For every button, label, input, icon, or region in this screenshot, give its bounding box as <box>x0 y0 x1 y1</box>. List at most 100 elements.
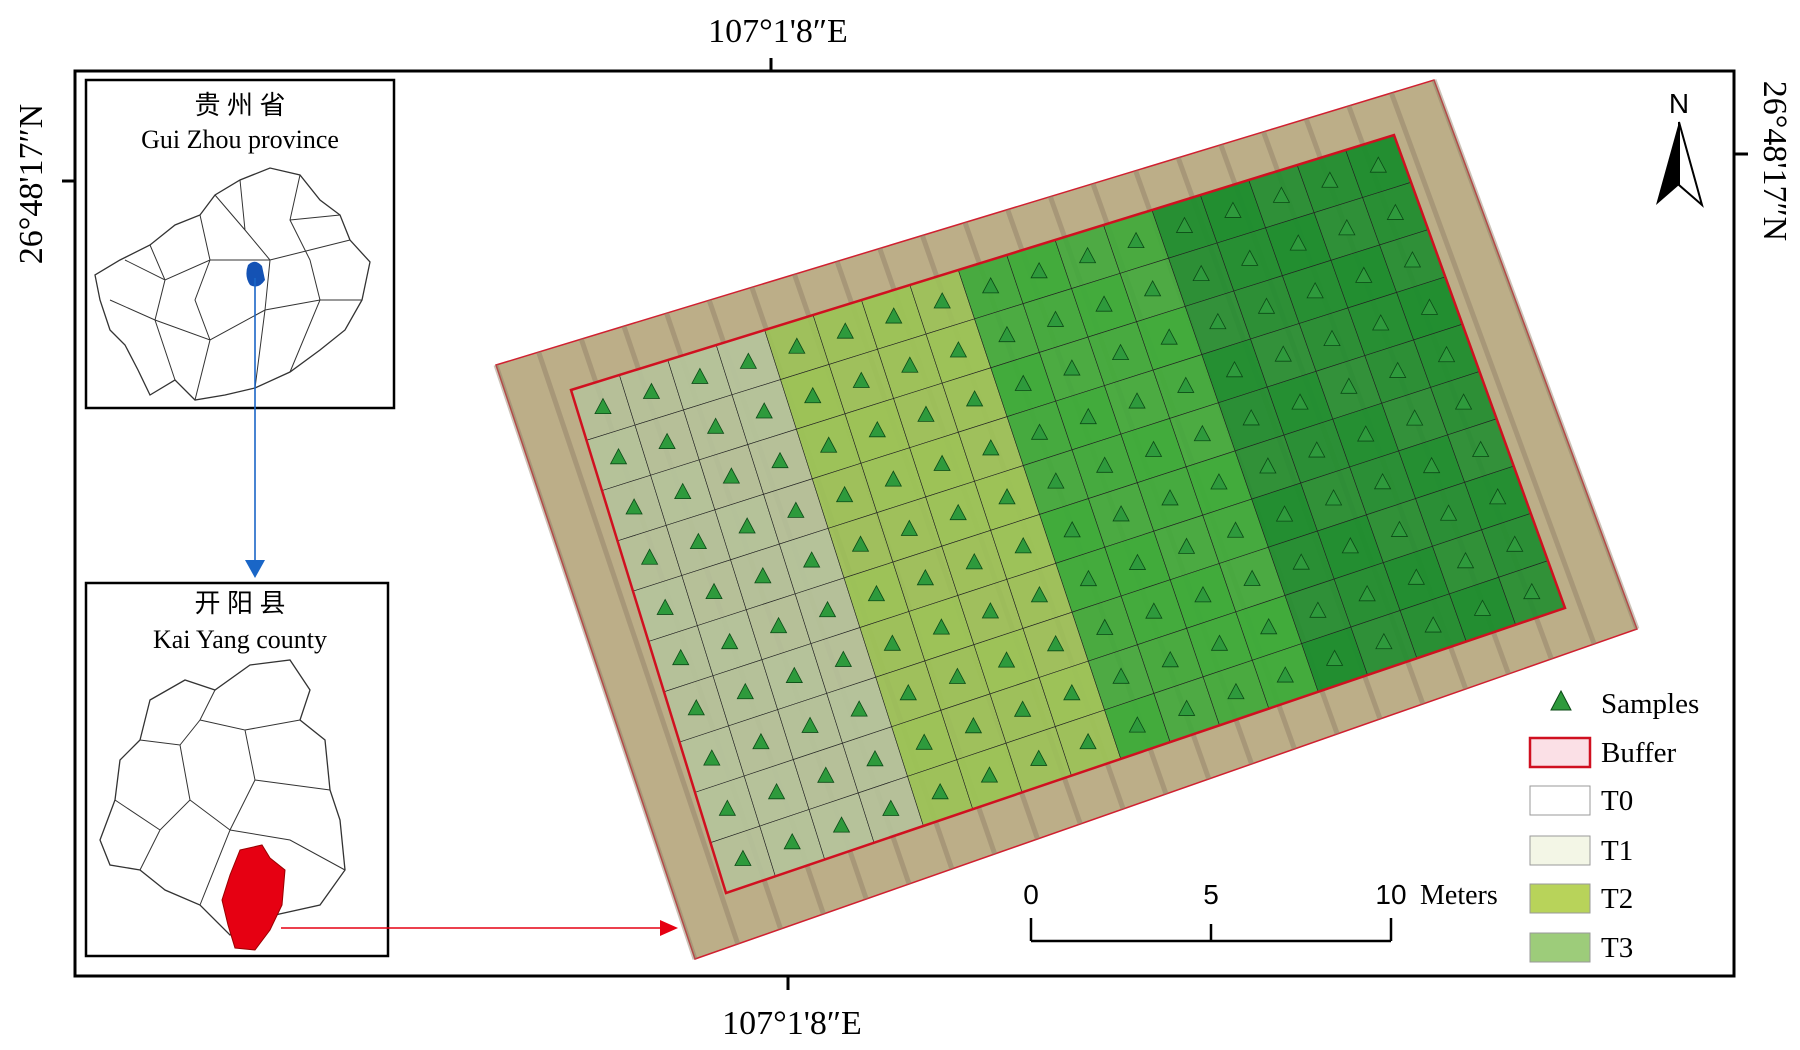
sample-point <box>1407 568 1425 585</box>
sample-point <box>835 485 854 503</box>
sample-point <box>1046 310 1065 327</box>
sample-point <box>1161 650 1179 668</box>
sample-point <box>1390 520 1409 537</box>
sample-point <box>787 501 805 518</box>
crop-row <box>1389 92 1597 645</box>
arrow-head <box>660 920 678 936</box>
sample-point <box>1471 440 1490 457</box>
province-outline <box>94 167 371 401</box>
sample-point <box>883 634 902 651</box>
sample-point <box>1225 360 1244 378</box>
sample-point <box>1013 700 1032 717</box>
sample-point <box>866 749 884 767</box>
coord-label: 26°48'17″N <box>13 104 50 264</box>
sample-point <box>998 488 1016 505</box>
sample-point <box>1177 699 1196 716</box>
sample-point <box>656 598 674 615</box>
sample-point <box>917 405 935 422</box>
sample-point <box>687 699 705 716</box>
sample-point <box>1226 521 1245 538</box>
legend-swatch <box>1529 835 1591 866</box>
sample-point <box>1145 602 1163 619</box>
sample-point <box>1289 234 1307 251</box>
sample-point <box>1338 218 1356 236</box>
sample-point <box>1437 345 1456 363</box>
sample-point <box>674 482 692 499</box>
sample-point <box>734 849 752 866</box>
sample-point <box>997 651 1016 668</box>
sample-point <box>1309 601 1327 618</box>
sample-point <box>1291 393 1309 410</box>
sample-point <box>1227 682 1245 700</box>
scale-unit: Meters <box>1420 880 1498 911</box>
north-label: N <box>1669 88 1689 119</box>
sample-point <box>1030 585 1049 603</box>
sample-point <box>752 732 770 750</box>
sample-point <box>836 322 854 339</box>
legend-symbol <box>1550 689 1572 711</box>
sample-point <box>1325 649 1344 666</box>
legend-label: T0 <box>1601 785 1633 817</box>
sample-point <box>1489 488 1507 505</box>
sample-point <box>1096 456 1114 473</box>
inset-title: 贵 州 省 <box>194 91 285 120</box>
sample-point <box>1292 553 1310 570</box>
sample-point <box>965 390 984 407</box>
scale-label: 10 <box>1375 879 1406 910</box>
sample-point <box>1192 264 1210 282</box>
sample-point <box>722 467 741 484</box>
sample-point <box>1369 156 1387 173</box>
sample-point <box>851 535 870 552</box>
sample-point <box>1243 569 1261 586</box>
sample-point <box>703 749 721 766</box>
inset-title: 开 阳 县 <box>194 589 285 618</box>
sample-point <box>1128 553 1147 570</box>
sample-point <box>981 277 1000 294</box>
inset-frame <box>84 78 396 410</box>
sample-point <box>1177 376 1195 393</box>
field <box>493 79 1640 960</box>
sample-point <box>801 716 819 733</box>
sample-point <box>804 386 822 404</box>
sample-point <box>1177 537 1196 554</box>
sample-point <box>1096 618 1114 635</box>
sample-point <box>720 632 739 650</box>
sample-point <box>754 567 772 584</box>
crop-row <box>493 364 698 960</box>
sample-point <box>850 700 868 717</box>
sample-point <box>867 584 886 602</box>
sample-point <box>1111 343 1130 361</box>
sample-point <box>868 420 886 438</box>
sample-point <box>769 616 788 634</box>
sample-point <box>1160 328 1178 345</box>
sample-point <box>948 667 967 684</box>
sample-point <box>1323 329 1341 346</box>
sample-point <box>1030 749 1048 766</box>
sample-point <box>1340 377 1358 394</box>
sample-point <box>1194 586 1212 603</box>
coord-label: 107°1'8″E <box>708 13 848 50</box>
plot-boundary <box>569 133 1567 895</box>
sample-point <box>739 352 758 369</box>
sample-point <box>767 782 786 800</box>
sample-point <box>672 648 690 666</box>
sample-point <box>706 417 725 434</box>
sample-point <box>1047 472 1065 489</box>
sample-point <box>1046 634 1065 652</box>
legend-swatch <box>1528 736 1592 769</box>
sample-point <box>834 650 852 667</box>
sample-point <box>1403 251 1422 268</box>
sample-point <box>1095 295 1113 312</box>
sample-point <box>1260 617 1278 635</box>
sample-point <box>931 782 949 800</box>
sample-point <box>1144 440 1163 457</box>
sample-point <box>736 682 754 700</box>
sample-point <box>1357 425 1375 442</box>
legend-label: Buffer <box>1601 737 1677 769</box>
sample-point <box>1030 423 1049 440</box>
sample-point <box>932 618 951 635</box>
sample-point <box>1321 171 1339 188</box>
sample-point <box>1193 424 1212 442</box>
sample-point <box>1210 473 1228 490</box>
sample-point <box>1454 393 1473 410</box>
